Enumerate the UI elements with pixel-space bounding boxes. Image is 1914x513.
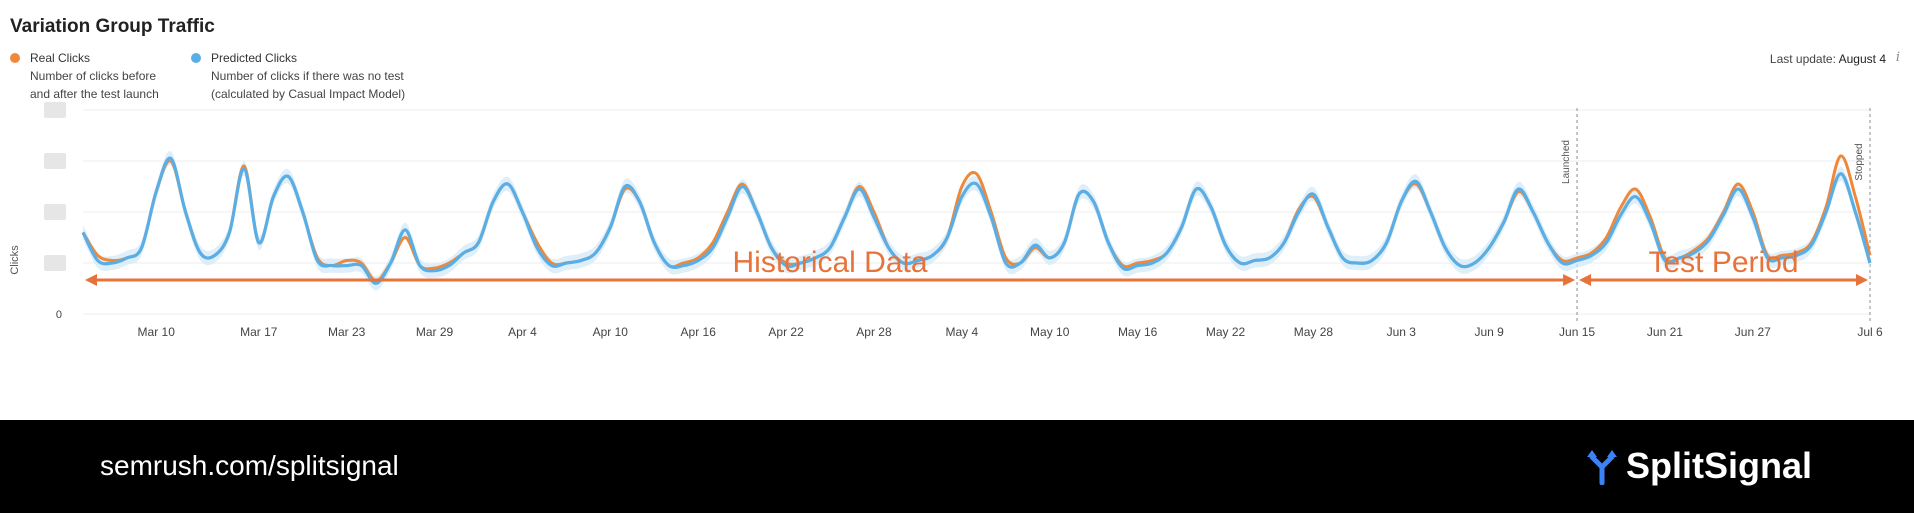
x-tick-label: May 4 (946, 325, 979, 339)
y-tick-label-hidden (44, 204, 66, 220)
chart-title: Variation Group Traffic (10, 16, 215, 37)
brand: SplitSignal (1584, 445, 1812, 487)
predicted-clicks-dot-icon (191, 53, 201, 63)
y-tick-label-hidden (44, 255, 66, 271)
legend-real-desc-2: and after the test launch (30, 87, 159, 101)
chart-panel: Variation Group Traffic Real Clicks Numb… (9, 16, 1900, 339)
legend-predicted-desc-1: Number of clicks if there was no test (211, 69, 404, 83)
x-tick-label: Jul 6 (1857, 325, 1883, 339)
x-tick-label: Mar 23 (328, 325, 366, 339)
test-period-label: Test Period (1648, 246, 1798, 279)
x-tick-label: May 16 (1118, 325, 1158, 339)
x-tick-label: Apr 10 (593, 325, 629, 339)
x-tick-label: May 28 (1294, 325, 1334, 339)
test-arrow-left-head (1579, 274, 1592, 286)
last-update: Last update: August 4 (1770, 52, 1886, 66)
last-update-label: Last update: (1769, 52, 1836, 66)
y-tick-label-0: 0 (56, 309, 62, 321)
legend-real-label: Real Clicks (30, 51, 91, 65)
launched-label: Launched (1561, 140, 1572, 184)
confidence-band (83, 150, 1870, 291)
historical-arrow-right-head (1563, 274, 1576, 286)
x-tick-label: May 10 (1030, 325, 1070, 339)
footer-url[interactable]: semrush.com/splitsignal (100, 450, 399, 481)
x-tick-label: Apr 4 (508, 325, 537, 339)
brand-name: SplitSignal (1625, 445, 1812, 486)
chart-plot-area: Clicks 0 Historical Data Test Period Lau… (9, 102, 1883, 339)
y-axis-label: Clicks (9, 245, 21, 275)
test-arrow-right-head (1856, 274, 1868, 286)
x-tick-label: May 22 (1206, 325, 1246, 339)
series-predicted-clicks (81, 156, 1872, 285)
legend-predicted-label: Predicted Clicks (211, 51, 298, 65)
splitsignal-logo-icon (1586, 450, 1617, 485)
x-tick-label: Apr 22 (768, 325, 804, 339)
y-tick-label-hidden (44, 153, 66, 169)
x-axis-ticks: Mar 10 Mar 17 Mar 23 Mar 29 Apr 4 Apr 10 Apr 1… (138, 325, 1883, 339)
last-update-value: August 4 (1838, 52, 1886, 66)
x-tick-label: Apr 28 (856, 325, 892, 339)
period-arrows (85, 274, 1868, 286)
stopped-label: Stopped (1854, 143, 1865, 180)
x-tick-label: Jun 3 (1387, 325, 1417, 339)
x-tick-label: Jun 9 (1474, 325, 1504, 339)
predicted-confidence-band (83, 150, 1870, 291)
real-clicks-dot-icon (10, 53, 20, 63)
historical-data-label: Historical Data (732, 246, 927, 279)
x-tick-label: Mar 29 (416, 325, 454, 339)
y-tick-label-hidden (44, 102, 66, 118)
series-lines (81, 154, 1872, 285)
x-tick-label: Jun 21 (1647, 325, 1683, 339)
x-tick-label: Mar 10 (138, 325, 176, 339)
x-tick-label: Jun 15 (1559, 325, 1595, 339)
x-tick-label: Apr 16 (681, 325, 717, 339)
legend-real-desc-1: Number of clicks before (30, 69, 157, 83)
legend-predicted-desc-2: (calculated by Casual Impact Model) (211, 87, 406, 101)
historical-arrow-left-head (85, 274, 97, 286)
y-axis-labels-hidden (44, 102, 66, 271)
info-icon[interactable]: i (1895, 50, 1900, 65)
grid-lines (83, 109, 1870, 315)
x-tick-label: Mar 17 (240, 325, 278, 339)
x-tick-label: Jun 27 (1735, 325, 1771, 339)
footer-bar: semrush.com/splitsignal SplitSignal (0, 420, 1914, 513)
